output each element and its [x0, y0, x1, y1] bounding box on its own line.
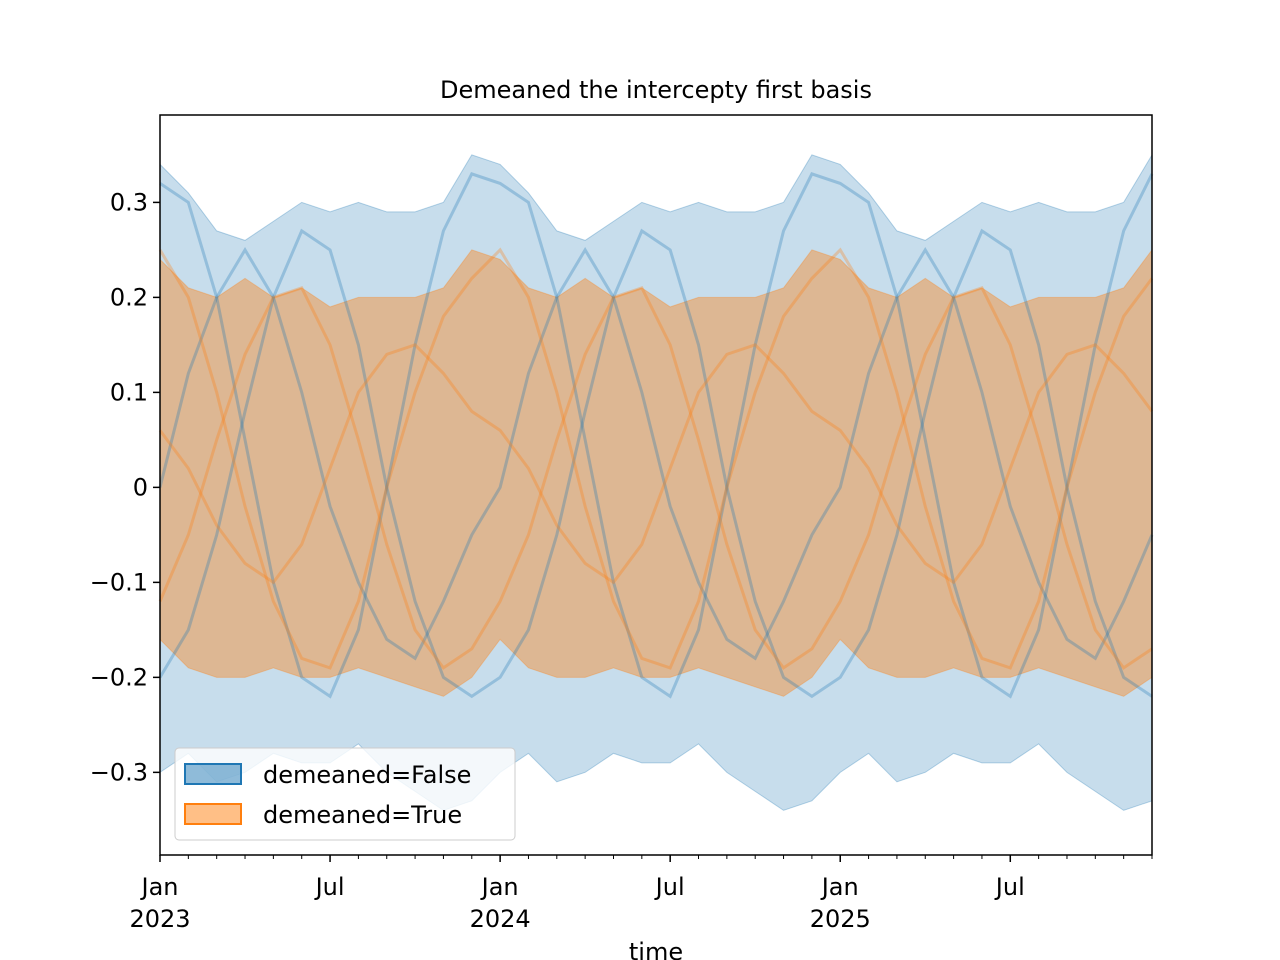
- y-tick-label: 0: [133, 473, 148, 501]
- x-tick-label: Jul: [654, 873, 685, 901]
- y-tick-label: 0.1: [110, 378, 148, 406]
- x-tick-label: Jan 2025: [810, 873, 871, 933]
- basis-line: [158, 228, 1153, 699]
- y-tick-label: 0.2: [110, 283, 148, 311]
- basis-line: [158, 247, 1154, 670]
- x-tick-label: Jan 2024: [470, 873, 531, 933]
- basis-line: [158, 343, 1154, 585]
- plot-frame: [159, 114, 1153, 856]
- x-tick-label: Jan 2023: [129, 873, 190, 933]
- legend-swatch: [184, 803, 242, 825]
- basis-line: [158, 286, 1153, 670]
- y-tick-label: −0.1: [90, 568, 148, 596]
- x-tick-label: Jul: [314, 873, 345, 901]
- x-axis-label: time: [629, 938, 683, 960]
- legend-label: demeaned=False: [263, 761, 471, 789]
- x-tick-label: Jul: [994, 873, 1025, 901]
- basis-line: [158, 246, 1154, 661]
- y-tick-label: 0.3: [110, 188, 148, 216]
- legend-label: demeaned=True: [263, 801, 462, 829]
- chart-title: Demeaned the intercepty first basis: [440, 76, 872, 104]
- y-tick-label: −0.3: [90, 758, 148, 786]
- y-tick-label: −0.2: [90, 663, 148, 691]
- legend-swatch: [184, 763, 242, 785]
- legend-box: [174, 747, 516, 841]
- basis-line: [159, 172, 1154, 699]
